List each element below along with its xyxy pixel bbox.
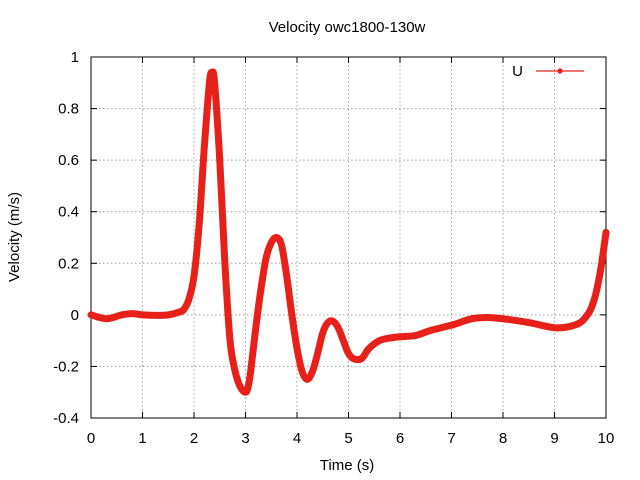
data-point-u [314, 350, 321, 357]
chart-title: Velocity owc1800-130w [269, 19, 426, 36]
data-point-u [201, 144, 208, 151]
data-point-u [206, 79, 213, 86]
data-point-u [245, 384, 252, 391]
data-point-u [209, 69, 216, 76]
data-point-u [232, 368, 239, 375]
y-tick-label: 0.4 [58, 204, 79, 221]
data-point-u [211, 79, 218, 86]
data-point-u [304, 376, 311, 383]
data-point-u [319, 329, 326, 336]
y-tick-label: 1 [71, 49, 79, 66]
data-point-u [196, 221, 203, 228]
data-point-u [278, 242, 285, 249]
data-point-u [139, 311, 146, 318]
data-point-u [500, 315, 506, 322]
series-line-u [87, 68, 610, 396]
data-point-u [118, 311, 125, 318]
data-point-u [165, 311, 172, 318]
data-point-u [587, 306, 594, 313]
data-point-u [175, 309, 182, 316]
x-tick-label: 4 [293, 430, 301, 447]
y-tick-label: 0.8 [58, 101, 79, 118]
y-tick-label: 0 [71, 307, 79, 324]
legend-swatch-marker [557, 68, 563, 74]
x-tick-label: 8 [499, 430, 507, 447]
data-point-u [129, 310, 136, 317]
data-point-u [257, 286, 264, 293]
data-point-u [603, 229, 609, 236]
legend: U [512, 63, 584, 80]
data-point-u [484, 314, 491, 321]
data-point-u [324, 319, 331, 326]
x-tick-label: 1 [138, 430, 146, 447]
x-axis-title: Time (s) [320, 457, 374, 474]
x-tick-label: 0 [87, 430, 95, 447]
series-layer [87, 68, 610, 396]
x-tick-label: 6 [396, 430, 404, 447]
data-point-u [273, 234, 280, 241]
y-tick-label: 0.2 [58, 255, 79, 272]
data-point-u [412, 332, 419, 339]
data-point-u [551, 324, 558, 331]
data-point-u [191, 273, 197, 280]
x-tick-label: 3 [241, 430, 249, 447]
data-point-u [242, 389, 249, 396]
data-point-u [592, 291, 599, 298]
data-point-u [340, 337, 347, 344]
data-point-u [309, 368, 316, 375]
data-point-u [299, 368, 306, 375]
data-point-u [294, 345, 300, 352]
y-tick-label: -0.2 [53, 358, 79, 375]
data-point-u [268, 239, 275, 246]
data-point-u [566, 323, 573, 330]
x-tick-label: 7 [447, 430, 455, 447]
data-point-u [469, 315, 476, 322]
data-point-u [427, 327, 434, 334]
data-point-u [288, 311, 295, 318]
data-point-u [216, 157, 223, 164]
x-tick-label: 10 [598, 430, 615, 447]
data-point-u [597, 265, 604, 272]
data-point-u [577, 319, 584, 326]
data-point-u [345, 350, 352, 357]
grid-lines [91, 57, 606, 418]
data-point-u [448, 322, 455, 329]
data-point-u [582, 314, 589, 321]
data-point-u [525, 319, 532, 326]
data-point-u [185, 296, 192, 303]
data-point-u [227, 337, 234, 344]
x-tick-label: 2 [190, 430, 198, 447]
data-point-u [366, 345, 373, 352]
data-point-u [221, 260, 228, 267]
data-point-u [335, 324, 342, 331]
x-tick-label: 5 [344, 430, 352, 447]
data-point-u [397, 333, 403, 340]
x-tick-label: 9 [550, 430, 558, 447]
data-point-u [283, 273, 290, 280]
data-point-u [103, 315, 110, 322]
legend-label-u: U [512, 63, 523, 80]
data-point-u [350, 355, 357, 362]
y-tick-label: 0.6 [58, 152, 79, 169]
axis-ticks: 0 1 2 3 4 5 6 7 8 9 10 -0.4 -0.2 0 0.2 0.4 0.6 0.8 1 [53, 49, 614, 447]
data-point-u [88, 311, 94, 318]
data-point-u [237, 384, 244, 391]
y-axis-title: Velocity (m/s) [6, 192, 23, 282]
data-point-u [252, 324, 259, 331]
data-point-u [358, 355, 365, 362]
data-point-u [386, 335, 393, 342]
data-point-u [330, 318, 337, 325]
data-point-u [154, 312, 161, 319]
y-tick-label: -0.4 [53, 410, 79, 427]
data-point-u [247, 368, 254, 375]
data-point-u [263, 255, 270, 262]
data-point-u [376, 337, 383, 344]
data-point-u [180, 306, 187, 313]
